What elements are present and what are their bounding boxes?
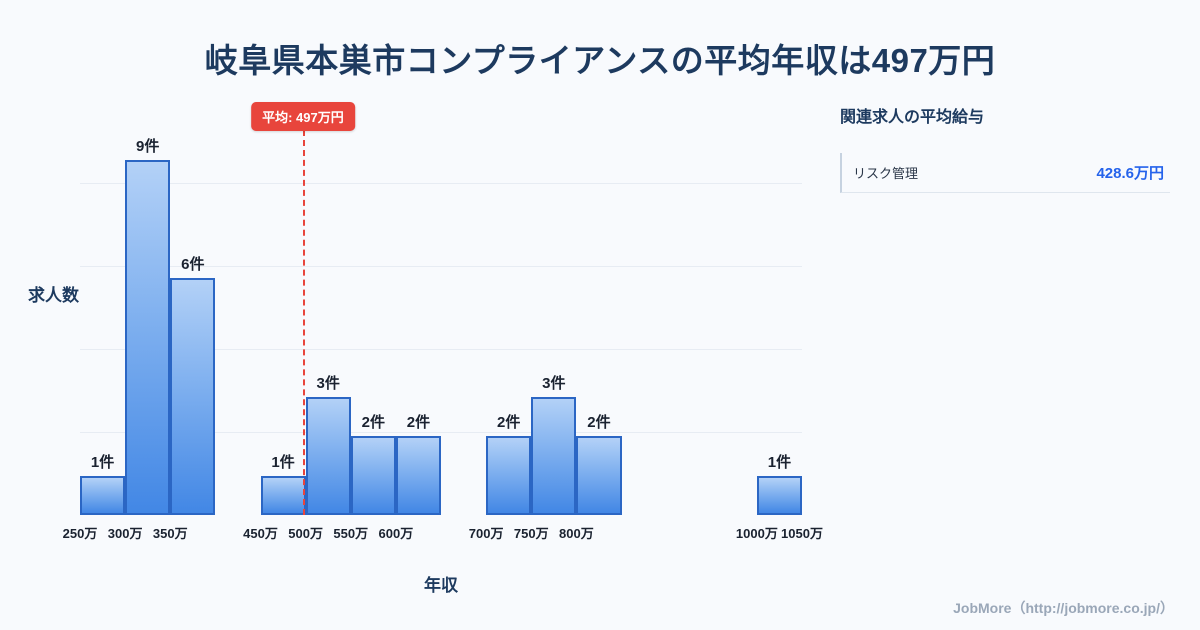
x-tick-label: 750万 bbox=[513, 526, 549, 541]
x-tick-label: 700万 bbox=[468, 526, 504, 541]
bar bbox=[305, 396, 351, 515]
bar bbox=[395, 436, 441, 515]
bar bbox=[125, 160, 171, 515]
x-axis-label: 年収 bbox=[424, 576, 458, 595]
panel-item-list: リスク管理 428.6万円 bbox=[840, 153, 1170, 193]
bar-count-label: 3件 bbox=[542, 374, 566, 392]
average-badge: 平均: 497万円 bbox=[251, 102, 355, 131]
bar-count-label: 9件 bbox=[136, 138, 160, 155]
x-tick-label: 800万 bbox=[559, 526, 594, 541]
bar bbox=[170, 278, 216, 515]
gridline bbox=[80, 183, 802, 184]
panel-item-value: 428.6万円 bbox=[1096, 165, 1164, 182]
x-tick-label: 350万 bbox=[152, 526, 188, 541]
bar-count-label: 1件 bbox=[767, 453, 792, 471]
x-tick-label: 1050万 bbox=[781, 526, 823, 541]
bar-chart: 1件 9件 6件 1件 3件 2件 2件 2件 3件 2件 1件 250万 300万 350万 450万 50… bbox=[63, 100, 823, 541]
x-tick-label: 500万 bbox=[288, 526, 323, 541]
x-tick-label: 450万 bbox=[243, 526, 278, 541]
bar bbox=[486, 436, 532, 515]
bar bbox=[350, 436, 396, 515]
gridline bbox=[80, 266, 802, 267]
x-tick-label: 600万 bbox=[378, 526, 414, 541]
site-credit: JobMore（http://jobmore.co.jp/） bbox=[953, 600, 1174, 616]
bar bbox=[756, 475, 802, 515]
y-axis-label: 求人数 bbox=[28, 286, 79, 305]
x-tick-label: 550万 bbox=[333, 526, 369, 541]
average-line bbox=[302, 130, 305, 515]
bar-count-label: 3件 bbox=[316, 374, 340, 392]
bar-count-label: 2件 bbox=[406, 414, 431, 432]
bar bbox=[80, 475, 126, 515]
bar-count-label: 2件 bbox=[587, 414, 611, 432]
bar bbox=[576, 436, 622, 515]
x-tick-label: 1000万 bbox=[735, 526, 778, 541]
related-jobs-panel: 関連求人の平均給与 リスク管理 428.6万円 bbox=[840, 103, 1170, 193]
bar-count-label: 2件 bbox=[361, 414, 385, 432]
panel-heading: 関連求人の平均給与 bbox=[840, 109, 985, 126]
bar-count-label: 1件 bbox=[271, 453, 295, 471]
bar-count-label: 6件 bbox=[181, 256, 205, 274]
bar bbox=[260, 475, 306, 515]
bar bbox=[531, 396, 577, 515]
panel-item-label: リスク管理 bbox=[853, 166, 919, 181]
x-tick-label: 250万 bbox=[62, 526, 98, 541]
gridline bbox=[80, 432, 802, 433]
x-tick-label: 300万 bbox=[107, 526, 143, 541]
panel-item: リスク管理 428.6万円 bbox=[840, 153, 1170, 193]
page-title: 岐阜県本巣市コンプライアンスの平均年収は497万円 bbox=[204, 42, 996, 79]
bar-count-label: 2件 bbox=[497, 414, 521, 432]
gridline bbox=[80, 349, 802, 350]
bar-count-label: 1件 bbox=[90, 453, 115, 471]
